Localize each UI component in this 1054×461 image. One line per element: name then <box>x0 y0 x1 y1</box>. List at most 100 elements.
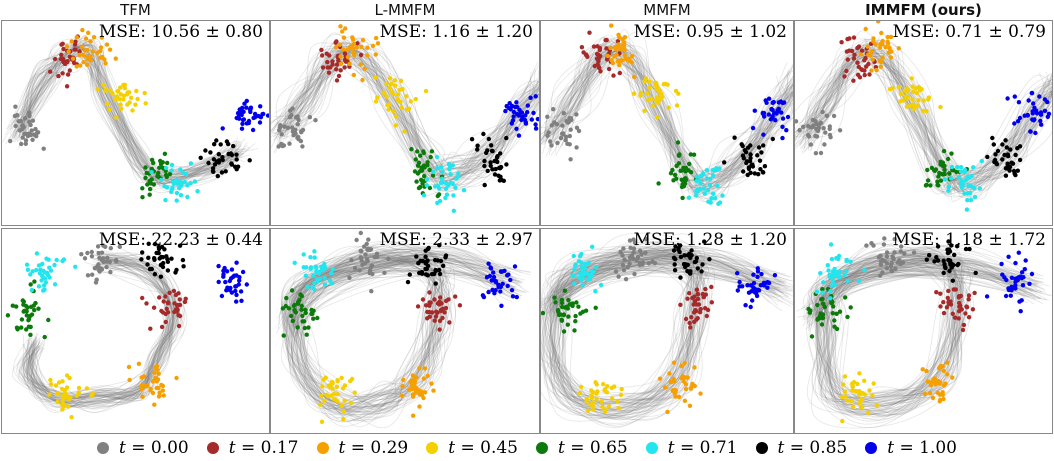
scatter-point-t6 <box>489 143 494 148</box>
scatter-point-t7 <box>774 111 779 116</box>
scatter-point-t1 <box>453 294 458 299</box>
scatter-point-t2 <box>622 53 627 58</box>
scatter-point-t0 <box>652 261 658 266</box>
scatter-point-t7 <box>765 285 770 290</box>
scatter-point-t4 <box>151 160 156 166</box>
trajectory-line <box>803 251 1044 416</box>
scatter-point-t5 <box>322 275 327 281</box>
scatter-point-t2 <box>91 35 97 40</box>
trajectory-line <box>31 257 176 410</box>
trajectory-line <box>543 51 793 189</box>
scatter-point-t0 <box>104 259 110 264</box>
scatter-point-t3 <box>67 375 72 381</box>
scatter-point-t7 <box>1025 113 1030 118</box>
trajectory-line <box>802 38 1052 193</box>
scatter-point-t0 <box>884 254 890 259</box>
scatter-point-t6 <box>741 156 746 161</box>
scatter-point-t4 <box>417 169 422 174</box>
scatter-point-t1 <box>161 299 166 304</box>
scatter-point-t2 <box>338 24 343 29</box>
scatter-point-t7 <box>1042 108 1048 114</box>
scatter-point-t4 <box>162 151 168 156</box>
trajectory-line <box>554 232 788 411</box>
scatter-point-t4 <box>566 314 571 319</box>
trajectory-line <box>5 44 248 188</box>
scatter-point-t7 <box>761 132 766 137</box>
scatter-point-t7 <box>528 95 533 101</box>
trajectory-line <box>25 259 173 408</box>
scatter-point-t2 <box>78 63 83 68</box>
scatter-point-t1 <box>60 41 65 46</box>
scatter-point-t6 <box>160 264 166 270</box>
scatter-point-t1 <box>73 47 78 52</box>
trajectory-line <box>541 46 793 192</box>
scatter-point-t7 <box>1009 275 1015 280</box>
scatter-point-t2 <box>411 413 416 418</box>
trajectory-line <box>808 260 1043 405</box>
scatter-point-t4 <box>821 301 826 306</box>
trajectory-line <box>33 252 179 405</box>
scatter-point-t6 <box>420 258 426 264</box>
scatter-point-t1 <box>705 307 711 313</box>
scatter-point-t4 <box>941 148 947 154</box>
scatter-point-t6 <box>475 143 480 148</box>
scatter-point-t0 <box>549 143 554 148</box>
trajectory-line <box>543 34 793 179</box>
trajectory-line <box>812 61 1052 193</box>
scatter-point-t7 <box>1037 94 1042 99</box>
scatter-point-t6 <box>1012 171 1017 176</box>
scatter-point-t3 <box>402 129 407 134</box>
scatter-point-t6 <box>437 243 442 248</box>
trajectory-line <box>285 42 539 180</box>
scatter-point-t6 <box>423 248 428 253</box>
trajectory-line <box>32 250 175 408</box>
scatter-point-t3 <box>400 86 405 92</box>
trajectory-line <box>554 245 773 420</box>
scatter-point-t7 <box>486 289 491 295</box>
scatter-point-t4 <box>10 303 15 308</box>
scatter-point-t3 <box>392 83 398 88</box>
scatter-point-t4 <box>29 312 35 317</box>
scatter-point-t6 <box>761 170 766 175</box>
trajectory-line <box>559 45 793 178</box>
scatter-point-t3 <box>840 418 845 424</box>
scatter-point-t3 <box>100 82 106 87</box>
scatter-point-t2 <box>85 54 90 60</box>
scatter-point-t7 <box>499 303 504 308</box>
scatter-point-t3 <box>339 403 344 409</box>
scatter-point-t7 <box>509 288 515 293</box>
scatter-point-t0 <box>20 135 25 140</box>
scatter-point-t7 <box>1004 277 1009 283</box>
scatter-point-t7 <box>248 109 253 115</box>
scatter-point-t3 <box>910 89 916 95</box>
scatter-point-t5 <box>962 167 968 173</box>
scatter-point-t3 <box>129 95 134 101</box>
scatter-point-t7 <box>529 117 534 122</box>
scatter-point-t4 <box>436 192 442 197</box>
scatter-point-t5 <box>705 188 711 193</box>
column-title-0: TFM <box>120 1 151 19</box>
scatter-point-t6 <box>469 137 475 142</box>
scatter-point-t3 <box>857 389 862 394</box>
trajectory-line <box>807 259 1039 422</box>
scatter-point-t4 <box>674 163 679 169</box>
scatter-point-t3 <box>584 399 589 404</box>
trajectory-line <box>282 45 539 197</box>
scatter-point-t7 <box>766 96 772 101</box>
trajectory-line <box>23 42 240 177</box>
scatter-point-t2 <box>79 44 84 49</box>
scatter-point-t4 <box>668 171 674 176</box>
trajectory-line <box>271 42 539 168</box>
scatter-point-t0 <box>635 254 641 260</box>
scatter-point-t1 <box>966 297 971 302</box>
scatter-point-t0 <box>296 134 301 140</box>
scatter-point-t3 <box>332 397 337 402</box>
trajectory-line <box>561 50 793 189</box>
scatter-point-t6 <box>229 161 234 166</box>
scatter-point-t0 <box>96 250 101 256</box>
scatter-point-t7 <box>251 115 256 121</box>
scatter-point-t3 <box>74 393 80 398</box>
scatter-point-t2 <box>687 403 693 408</box>
scatter-point-t1 <box>592 63 597 69</box>
scatter-point-t7 <box>533 122 538 127</box>
